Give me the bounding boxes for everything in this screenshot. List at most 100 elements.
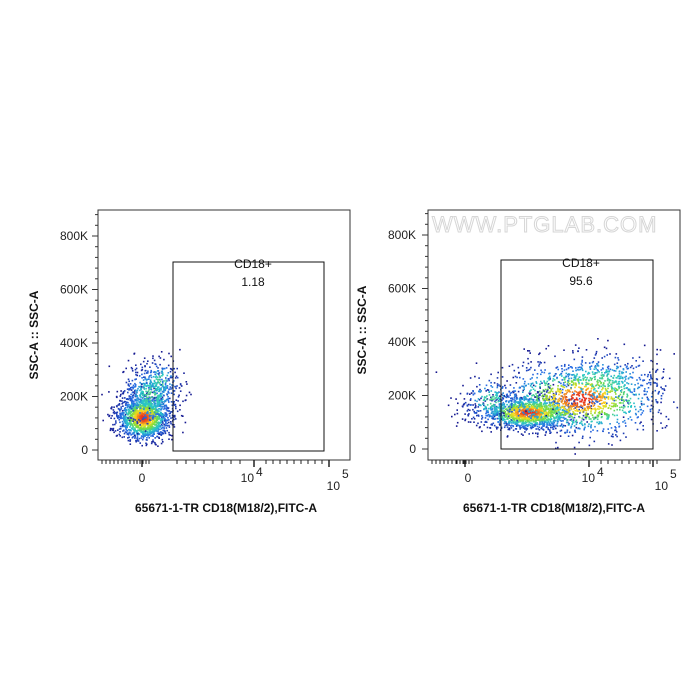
- event-dot: [546, 412, 548, 414]
- event-dot: [633, 388, 636, 391]
- event-dot: [614, 390, 617, 392]
- event-dot: [568, 410, 570, 413]
- event-dot: [127, 423, 129, 425]
- event-dot: [540, 411, 543, 413]
- event-dot: [587, 413, 589, 415]
- event-dot: [534, 405, 536, 408]
- event-dot: [520, 413, 523, 416]
- event-dot: [470, 392, 473, 394]
- event-dot: [621, 409, 624, 412]
- event-dot: [162, 403, 164, 406]
- event-dot: [166, 385, 169, 387]
- event-dot: [134, 389, 137, 391]
- event-dot: [536, 435, 539, 438]
- event-dot: [627, 382, 630, 385]
- event-dot: [128, 405, 130, 408]
- event-dot: [169, 397, 171, 400]
- event-dot: [145, 390, 147, 393]
- event-dot: [479, 388, 481, 391]
- event-dot: [584, 413, 587, 416]
- event-dot: [536, 406, 538, 408]
- event-dot: [673, 353, 675, 355]
- event-dot: [631, 365, 633, 367]
- event-dot: [509, 420, 512, 423]
- event-dot: [553, 421, 556, 424]
- event-dot: [549, 402, 552, 404]
- event-dot: [560, 411, 563, 414]
- event-dot: [609, 379, 612, 382]
- event-dot: [562, 424, 565, 427]
- event-dot: [553, 396, 555, 399]
- event-dot: [161, 375, 163, 377]
- event-dot: [668, 377, 671, 380]
- event-dot: [487, 411, 489, 414]
- event-dot: [537, 404, 539, 406]
- event-dot: [611, 386, 613, 389]
- event-dot: [167, 407, 170, 409]
- event-dot: [527, 400, 529, 402]
- event-dot: [152, 382, 154, 385]
- event-dot: [526, 402, 529, 405]
- event-dot: [129, 421, 131, 424]
- event-dot: [656, 348, 658, 351]
- event-dot: [126, 406, 129, 409]
- event-dot: [521, 413, 524, 416]
- event-dot: [166, 429, 168, 432]
- event-dot: [553, 379, 556, 381]
- event-dot: [553, 412, 555, 414]
- event-dot: [119, 408, 121, 411]
- event-dot: [561, 368, 563, 370]
- event-dot: [135, 440, 137, 443]
- event-dot: [562, 398, 564, 400]
- event-dot: [157, 405, 159, 408]
- event-dot: [534, 410, 537, 413]
- event-dot: [503, 403, 506, 405]
- event-dot: [557, 418, 560, 421]
- event-dot: [606, 373, 609, 375]
- event-dot: [534, 420, 537, 422]
- event-dot: [558, 408, 561, 411]
- event-dot: [528, 423, 530, 425]
- event-dot: [155, 389, 158, 392]
- event-dot: [147, 387, 150, 389]
- event-dot: [606, 375, 608, 377]
- event-dot: [543, 381, 546, 383]
- event-dot: [631, 377, 634, 379]
- event-dot: [558, 388, 560, 391]
- event-dot: [143, 410, 146, 412]
- event-dot: [141, 428, 143, 431]
- event-dot: [153, 359, 156, 362]
- event-dot: [160, 416, 163, 419]
- event-dot: [598, 400, 601, 402]
- event-dot: [574, 453, 576, 455]
- event-dot: [145, 412, 147, 414]
- event-dot: [157, 401, 160, 404]
- event-dot: [614, 356, 617, 359]
- event-dot: [145, 392, 148, 395]
- event-dot: [501, 404, 504, 407]
- event-dot: [153, 402, 156, 405]
- event-dot: [598, 408, 600, 410]
- event-dot: [562, 386, 564, 388]
- event-dot: [601, 388, 603, 391]
- event-dot: [540, 404, 542, 407]
- event-dot: [577, 410, 579, 412]
- event-dot: [578, 397, 581, 400]
- event-dot: [528, 415, 530, 418]
- event-dot: [135, 402, 138, 404]
- event-dot: [134, 403, 136, 406]
- event-dot: [542, 395, 545, 398]
- event-dot: [543, 402, 545, 405]
- event-dot: [532, 410, 535, 412]
- gate-cd18-positive[interactable]: [172, 261, 325, 452]
- event-dot: [555, 410, 557, 412]
- event-dot: [605, 389, 608, 391]
- event-dot: [525, 408, 528, 411]
- event-dot: [579, 368, 582, 371]
- event-dot: [533, 394, 536, 397]
- event-dot: [551, 397, 554, 399]
- event-dot: [171, 411, 174, 413]
- event-dot: [490, 412, 493, 415]
- event-dot: [160, 431, 162, 434]
- event-dot: [524, 380, 526, 383]
